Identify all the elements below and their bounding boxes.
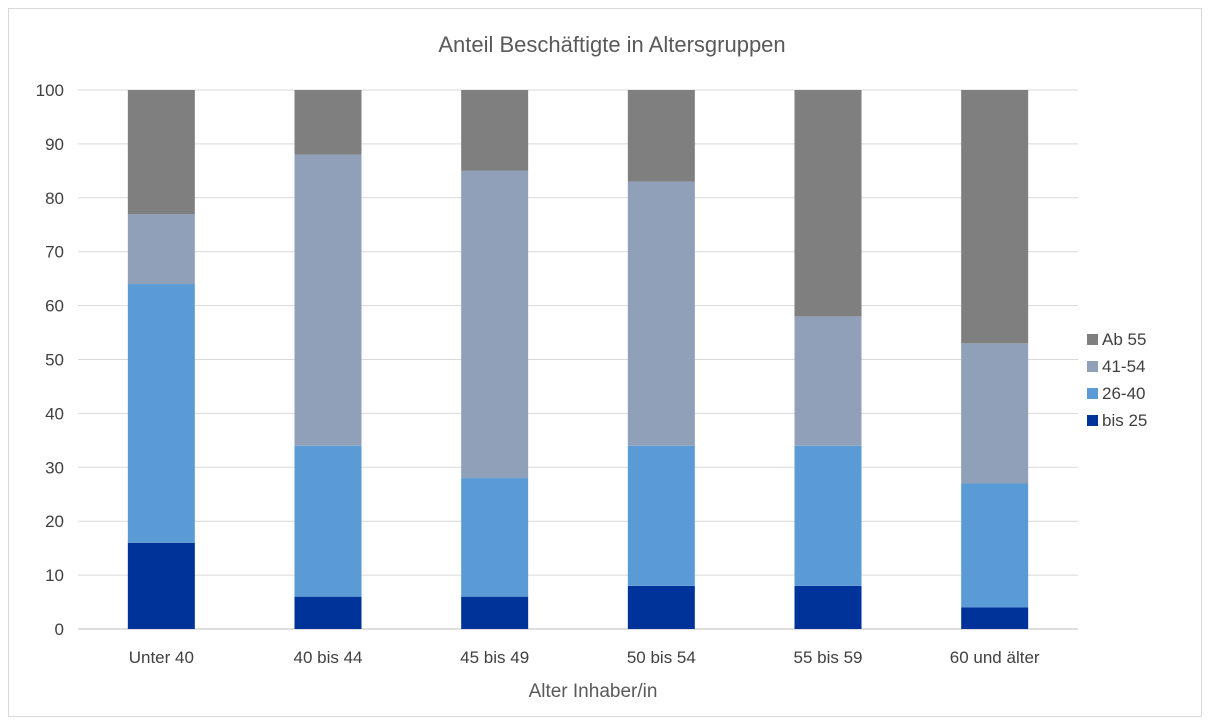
legend-label: bis 25 [1102,411,1147,430]
y-tick-label: 30 [45,458,64,477]
legend-label: 41-54 [1102,357,1145,376]
x-tick-label: 50 bis 54 [627,648,696,667]
bar-segment-bis-25 [461,596,529,629]
y-tick-label: 80 [45,189,64,208]
legend-swatch [1087,334,1098,345]
bar-segment-ab-55 [627,90,695,182]
bar-segment-bis-25 [127,542,195,629]
bar-segment-41-54 [294,154,362,446]
chart-title: Anteil Beschäftigte in Altersgruppen [438,32,785,57]
y-tick-label: 40 [45,404,64,423]
bar-segment-ab-55 [127,90,195,214]
x-tick-label: Unter 40 [129,648,194,667]
bar-segment-ab-55 [961,90,1029,344]
x-tick-label: 60 und älter [950,648,1040,667]
legend-label: Ab 55 [1102,330,1146,349]
y-tick-label: 0 [55,620,64,639]
bar-segment-41-54 [127,213,195,285]
bar-segment-41-54 [627,181,695,446]
bar-segment-26-40 [627,445,695,586]
y-tick-label: 70 [45,243,64,262]
legend-swatch [1087,415,1098,426]
x-tick-label: 55 bis 59 [794,648,863,667]
bar-segment-26-40 [127,284,195,543]
y-tick-label: 20 [45,512,64,531]
bar-segment-26-40 [794,445,862,586]
legend: Ab 55 41-54 26-40 bis 25 [1087,330,1147,430]
legend-swatch [1087,388,1098,399]
bar-segment-41-54 [461,170,529,479]
bar-segment-bis-25 [294,596,362,629]
bar-segment-bis-25 [627,585,695,629]
gridlines [78,89,1078,630]
bar-segment-26-40 [294,445,362,597]
bar-segment-26-40 [961,483,1029,608]
bar-segment-ab-55 [461,90,529,171]
legend-swatch [1087,361,1098,372]
bar-segment-bis-25 [961,607,1029,629]
legend-label: 26-40 [1102,384,1145,403]
axes: 0 10 20 30 40 50 60 70 80 90 100 Unter 40 40 bis 44 4… [36,81,1040,667]
y-tick-label: 100 [36,81,64,100]
y-tick-label: 10 [45,566,64,585]
x-axis-title: Alter Inhaber/in [529,681,658,702]
x-tick-label: 40 bis 44 [294,648,363,667]
bar-segment-ab-55 [794,90,862,317]
bar-segment-41-54 [794,316,862,446]
bar-segment-26-40 [461,478,529,597]
y-tick-label: 60 [45,297,64,316]
x-tick-label: 45 bis 49 [460,648,529,667]
bar-segment-ab-55 [294,90,362,155]
y-tick-label: 90 [45,135,64,154]
bar-segment-41-54 [961,343,1029,484]
bars [127,90,1029,629]
y-tick-label: 50 [45,351,64,370]
bar-segment-bis-25 [794,585,862,629]
